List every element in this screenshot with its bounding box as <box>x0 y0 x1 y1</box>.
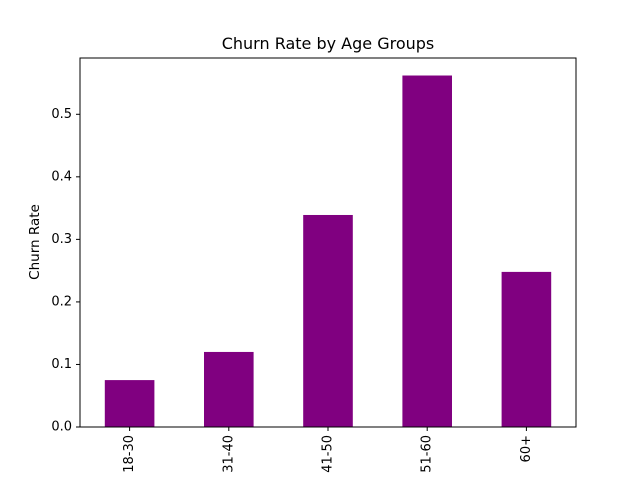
bar-51-60 <box>402 75 452 427</box>
x-tick-label: 51-60 <box>420 435 435 473</box>
y-tick-label: 0.5 <box>51 107 72 122</box>
y-tick-label: 0.2 <box>51 294 72 309</box>
bar-31-40 <box>204 351 254 427</box>
plot-frame <box>79 57 577 428</box>
x-tick-label: 18-30 <box>122 435 137 473</box>
bars-layer <box>104 75 552 427</box>
bar-60+ <box>501 271 552 427</box>
bar-41-50 <box>303 214 353 427</box>
x-tick-label: 31-40 <box>221 435 236 473</box>
x-tick-label: 60+ <box>519 435 534 462</box>
y-tick-label: 0.3 <box>51 232 72 247</box>
y-tick-label: 0.1 <box>51 357 72 372</box>
y-tick-label: 0.0 <box>51 420 72 435</box>
x-tick-label: 41-50 <box>321 435 336 473</box>
y-axis-ticks: 0.0 0.1 0.2 0.3 0.4 0.5 <box>51 107 80 435</box>
chart-title: Churn Rate by Age Groups <box>222 34 435 53</box>
x-axis-ticks: 18-30 31-40 41-50 51-60 60+ <box>122 427 534 473</box>
y-tick-label: 0.4 <box>51 169 72 184</box>
bar-18-30 <box>104 380 155 427</box>
y-axis-label: Churn Rate <box>27 204 43 280</box>
